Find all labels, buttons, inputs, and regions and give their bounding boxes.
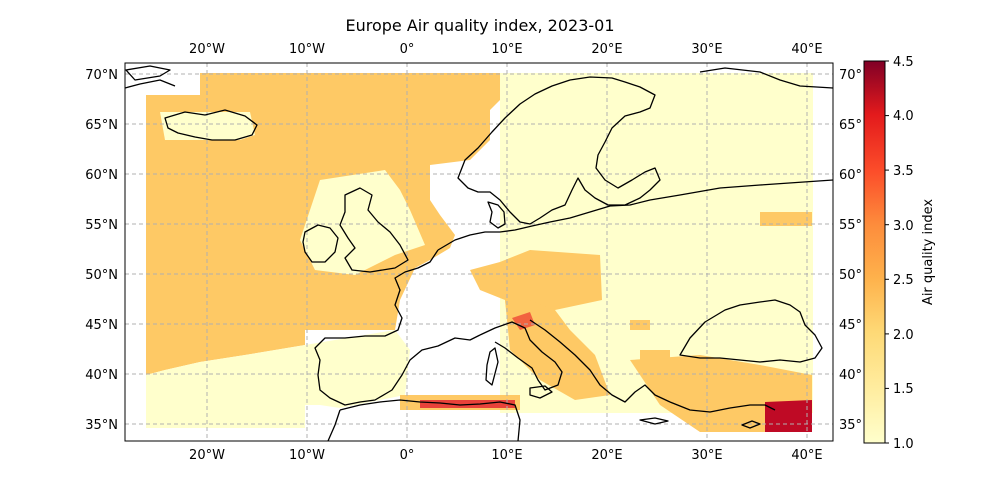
y-tick-right: 70° (839, 68, 862, 83)
y-tick-left: 35°N (85, 418, 118, 433)
coastline-continent (437, 179, 833, 251)
coastline-italy (479, 321, 563, 391)
x-tick-bottom: 10°W (289, 448, 325, 463)
colorbar-tick-label: 2.5 (893, 273, 914, 288)
y-tick-right: 50° (839, 268, 862, 283)
coastline-morocco (327, 409, 341, 441)
coastline-france-iberia (314, 249, 481, 406)
y-tick-left: 55°N (85, 218, 118, 233)
coastline-ireland (302, 224, 339, 263)
aqi-hotspot-northern-italy (512, 312, 535, 330)
aqi-region-british-isles (300, 170, 425, 275)
colorbar-tick-label: 1.0 (893, 437, 914, 452)
coastline-north-africa (339, 399, 521, 441)
coastline-balkans (529, 319, 671, 403)
x-tick-bottom: 20°E (591, 448, 622, 463)
x-tick-top: 10°E (491, 42, 522, 57)
colorbar-tick-label: 1.5 (893, 382, 914, 397)
coastline-greenland (125, 79, 176, 89)
colorbar-tick-label: 3.0 (893, 219, 914, 234)
y-axis-right: 35° 40° 45° 50° 55° 60° 65° 70° (839, 68, 862, 433)
coastline-cyprus (741, 420, 761, 429)
y-tick-right: 60° (839, 168, 862, 183)
coastline-sicily (529, 385, 553, 399)
coastlines (125, 65, 833, 441)
x-tick-top: 10°W (289, 42, 325, 57)
coastline-iceland (164, 109, 258, 141)
x-tick-bottom: 0° (400, 448, 415, 463)
aqi-region-iberia (305, 330, 410, 408)
aqi-region-southwest (146, 345, 305, 428)
colorbar-gradient (863, 60, 886, 444)
x-axis-top: 20°W 10°W 0° 10°E 20°E 30°E 40°E (189, 42, 823, 57)
coastline-denmark (487, 201, 506, 229)
coastline-crete (639, 417, 669, 425)
y-tick-right: 65° (839, 118, 862, 133)
x-axis-bottom: 20°W 10°W 0° 10°E 20°E 30°E 40°E (189, 448, 823, 463)
colorbar-tick-label: 3.5 (893, 164, 914, 179)
x-tick-bottom: 10°E (491, 448, 522, 463)
x-tick-top: 0° (400, 42, 415, 57)
y-tick-left: 60°N (85, 168, 118, 183)
aqi-raster (146, 73, 813, 432)
map-title: Europe Air quality index, 2023-01 (345, 16, 615, 35)
x-tick-bottom: 20°W (189, 448, 225, 463)
coastline-great-britain (339, 187, 409, 273)
x-tick-top: 20°W (189, 42, 225, 57)
coastline-north-fragment (125, 65, 171, 81)
coastline-scandinavia (457, 76, 661, 225)
colorbar-tick-label: 4.5 (893, 55, 914, 70)
y-tick-left: 40°N (85, 368, 118, 383)
graticule (125, 63, 833, 441)
x-tick-top: 20°E (591, 42, 622, 57)
colorbar-tick-label: 4.0 (893, 109, 914, 124)
colorbar-ticks (885, 60, 889, 444)
y-tick-right: 45° (839, 318, 862, 333)
aqi-hotspot-levant (765, 400, 812, 432)
coastline-kola (699, 67, 833, 89)
colorbar-label: Air quality index (921, 199, 936, 305)
map-frame (124, 62, 834, 442)
y-tick-right: 55° (839, 218, 862, 233)
y-tick-right: 40° (839, 368, 862, 383)
aqi-patch-east-1 (630, 320, 650, 330)
coastline-sardinia (485, 347, 499, 386)
colorbar: 1.0 1.5 2.0 2.5 3.0 3.5 4.0 4.5 Air qual… (863, 55, 936, 452)
y-tick-left: 70°N (85, 68, 118, 83)
y-tick-left: 50°N (85, 268, 118, 283)
coastline-turkey (669, 401, 776, 413)
aqi-patch-east-2 (640, 350, 670, 362)
x-tick-bottom: 30°E (691, 448, 722, 463)
x-tick-bottom: 40°E (791, 448, 822, 463)
coastline-black-sea (679, 299, 823, 363)
colorbar-tick-label: 2.0 (893, 328, 914, 343)
y-tick-left: 65°N (85, 118, 118, 133)
x-tick-top: 30°E (691, 42, 722, 57)
x-tick-top: 40°E (791, 42, 822, 57)
y-axis-left: 35°N 40°N 45°N 50°N 55°N 60°N 65°N 70°N (85, 68, 118, 433)
aqi-region-central-europe (470, 250, 602, 340)
aqi-region-east (760, 212, 812, 226)
y-tick-right: 35° (839, 418, 862, 433)
y-tick-left: 45°N (85, 318, 118, 333)
